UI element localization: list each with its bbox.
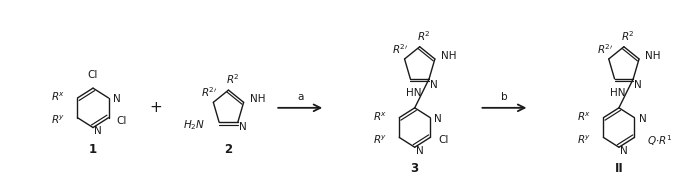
Text: N: N: [430, 80, 438, 90]
Text: $R^x$: $R^x$: [577, 111, 592, 123]
Text: N: N: [113, 94, 121, 104]
Text: NH: NH: [645, 51, 661, 61]
Text: $R^2$: $R^2$: [621, 29, 635, 43]
Text: N: N: [416, 146, 424, 156]
Text: NH: NH: [250, 94, 266, 104]
Text: $R^x$: $R^x$: [51, 91, 66, 103]
Text: N: N: [638, 114, 646, 124]
Text: $R^x$: $R^x$: [373, 111, 388, 123]
Text: $H_2N$: $H_2N$: [183, 118, 205, 132]
Text: $R^{2\prime}$: $R^{2\prime}$: [392, 42, 409, 56]
Text: HN: HN: [406, 88, 421, 98]
Text: 3: 3: [411, 162, 419, 175]
Text: $R^y$: $R^y$: [373, 133, 388, 146]
Text: $Q{\cdot}R^1$: $Q{\cdot}R^1$: [648, 133, 673, 148]
Text: HN: HN: [610, 88, 625, 98]
Text: $R^{2\prime}$: $R^{2\prime}$: [597, 42, 613, 56]
Text: N: N: [239, 122, 247, 132]
Text: $R^y$: $R^y$: [577, 133, 592, 146]
Text: $R^2$: $R^2$: [226, 72, 239, 86]
Text: 2: 2: [224, 143, 233, 156]
Text: N: N: [94, 127, 102, 137]
Text: N: N: [634, 80, 642, 90]
Text: +: +: [149, 100, 162, 115]
Text: N: N: [620, 146, 628, 156]
Text: II: II: [615, 162, 623, 175]
Text: a: a: [297, 92, 303, 102]
Text: N: N: [434, 114, 442, 124]
Text: Cl: Cl: [88, 70, 98, 80]
Text: $R^y$: $R^y$: [51, 113, 66, 126]
Text: $R^{2\prime}$: $R^{2\prime}$: [201, 86, 217, 99]
Text: NH: NH: [441, 51, 457, 61]
Text: Cl: Cl: [438, 135, 448, 145]
Text: Cl: Cl: [116, 116, 127, 126]
Text: b: b: [501, 92, 507, 102]
Text: 1: 1: [89, 143, 97, 156]
Text: $R^2$: $R^2$: [417, 29, 431, 43]
